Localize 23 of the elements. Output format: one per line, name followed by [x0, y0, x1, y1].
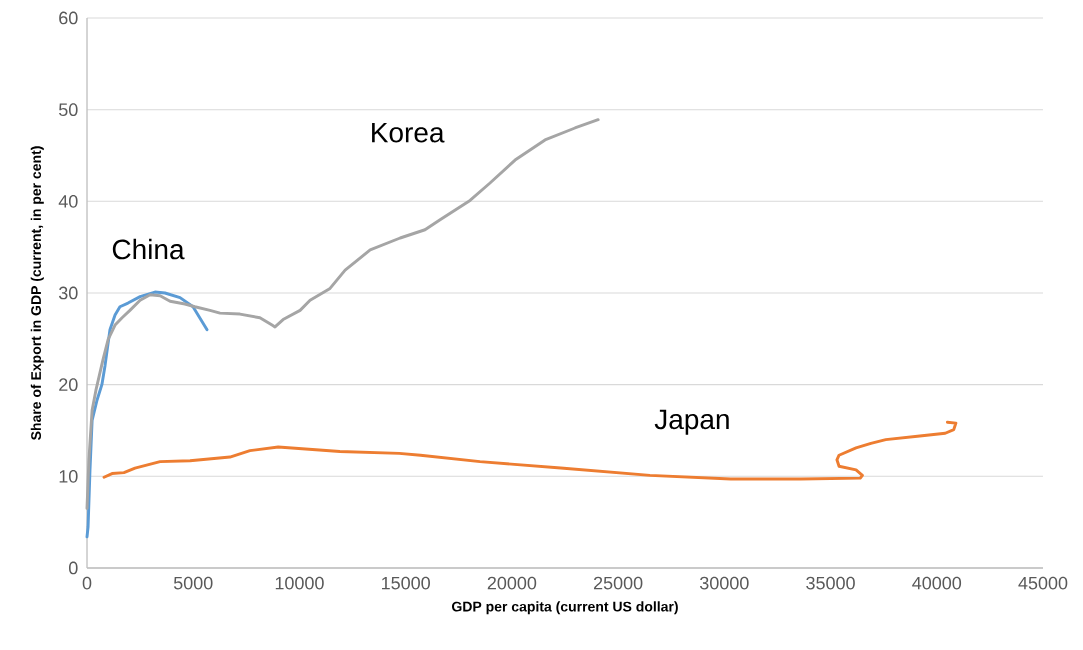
- series-label: Japan: [654, 409, 729, 435]
- x-tick-label: 35000: [806, 576, 855, 590]
- x-tick-label: 45000: [1018, 576, 1068, 590]
- x-tick-label: 15000: [382, 576, 430, 590]
- x-tick-label: 10000: [275, 576, 324, 590]
- x-tick-label: 25000: [593, 576, 643, 590]
- x-tick-label: 30000: [699, 576, 749, 590]
- x-tick-label: 20000: [487, 576, 537, 590]
- x-tick-label: 40000: [912, 576, 962, 590]
- y-axis-title: Share of Export in GDP (current, in per cent): [30, 146, 44, 440]
- y-tick-label: 30: [58, 286, 78, 300]
- y-tick-label: 60: [59, 11, 78, 25]
- x-tick-label: 5000: [173, 576, 213, 590]
- y-tick-label: 0: [69, 561, 78, 575]
- y-tick-label: 10: [59, 469, 78, 483]
- x-tick-label: 0: [82, 576, 92, 590]
- y-tick-label: 50: [58, 103, 78, 117]
- text: Korea: [372, 122, 445, 143]
- y-tick-label: 20: [59, 378, 78, 392]
- series-label: China: [112, 238, 185, 260]
- line-series: [85, 118, 600, 510]
- x-axis-title: GDP per capita (current US dollar): [451, 601, 678, 615]
- y-tick-label: 40: [58, 194, 78, 208]
